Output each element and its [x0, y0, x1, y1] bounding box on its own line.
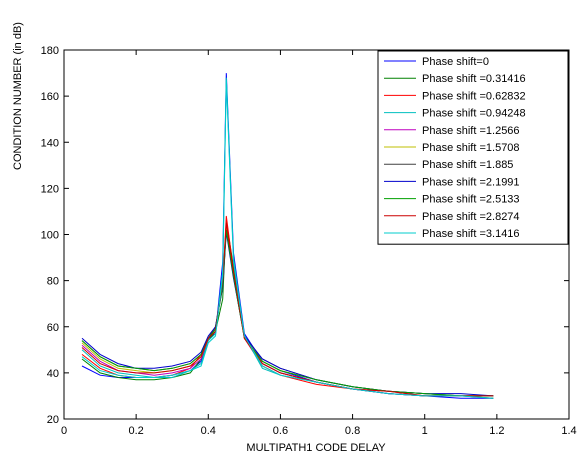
x-axis-label: MULTIPATH1 CODE DELAY	[246, 442, 386, 454]
series-line-9	[81, 222, 494, 397]
legend-label-3: Phase shift =0.94248	[422, 108, 526, 120]
x-tick-label-3: 0.6	[273, 425, 288, 437]
x-tick-label-4: 0.8	[345, 425, 360, 437]
legend-label-1: Phase shift =0.31416	[422, 73, 526, 85]
series-layer	[81, 73, 494, 399]
legend-label-4: Phase shift =1.2566	[422, 125, 520, 137]
x-tick-label-2: 0.4	[201, 425, 216, 437]
x-tick-label-1: 0.2	[128, 425, 143, 437]
x-tick-label-5: 1	[422, 425, 428, 437]
y-tick-label-4: 100	[41, 230, 59, 242]
y-tick-label-5: 120	[41, 183, 59, 195]
legend-label-8: Phase shift =2.5133	[422, 194, 520, 206]
x-tick-label-6: 1.2	[489, 425, 504, 437]
y-tick-label-6: 140	[41, 137, 59, 149]
legend-label-0: Phase shift=0	[422, 56, 489, 68]
legend-label-7: Phase shift =2.1991	[422, 176, 520, 188]
legend: Phase shift=0 Phase shift =0.31416 Phase s…	[377, 50, 569, 245]
legend-box	[377, 50, 569, 245]
legend-label-10: Phase shift =3.1416	[422, 228, 520, 240]
legend-label-9: Phase shift =2.8274	[422, 211, 520, 223]
y-tick-label-3: 80	[47, 276, 59, 288]
y-tick-label-8: 180	[41, 45, 59, 57]
legend-label-2: Phase shift =0.62832	[422, 90, 526, 102]
y-tick-label-1: 40	[47, 368, 59, 380]
series-line-10	[81, 79, 494, 399]
ticks-layer: 0 0.2 0.4 0.6 0.8 1 1.2 1.4 20 40 60 80 100 120 140 160…	[41, 45, 577, 437]
y-tick-label-2: 60	[47, 322, 59, 334]
y-tick-label-7: 160	[41, 91, 59, 103]
x-tick-label-7: 1.4	[561, 425, 576, 437]
legend-label-6: Phase shift =1.885	[422, 159, 513, 171]
y-axis-label: CONDITION NUMBER (in dB)	[12, 22, 24, 170]
legend-label-5: Phase shift =1.5708	[422, 142, 520, 154]
y-tick-label-0: 20	[47, 414, 59, 426]
x-tick-label-0: 0	[61, 425, 67, 437]
